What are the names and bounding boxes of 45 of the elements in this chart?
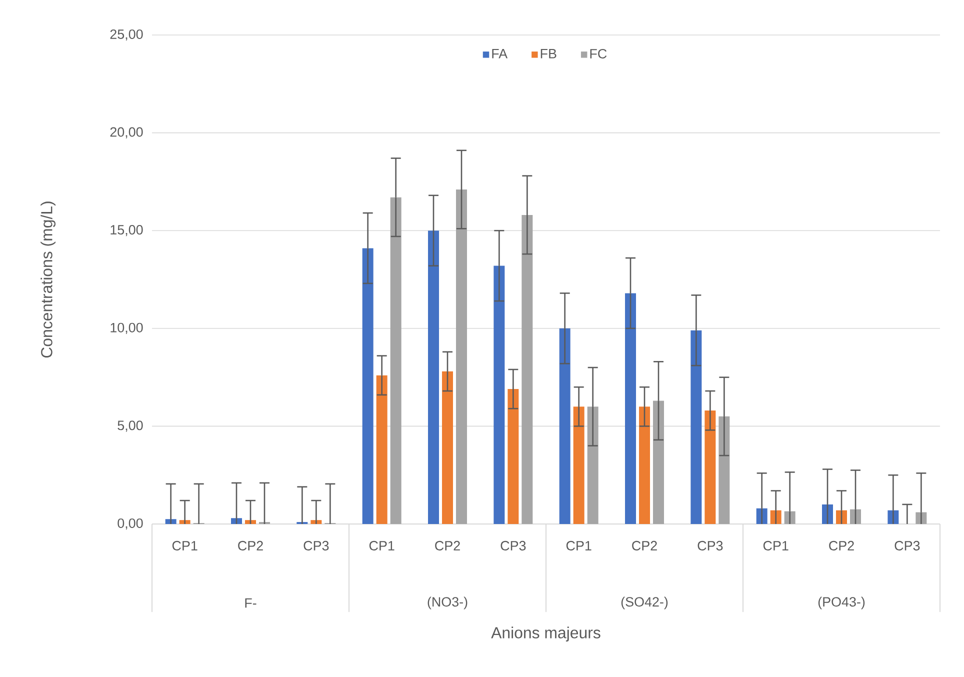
bar [522, 214, 533, 524]
x-tick-label: CP3 [304, 540, 329, 550]
legend-label: FC [590, 48, 607, 58]
bar [442, 371, 454, 524]
x-tick-label: CP2 [238, 540, 263, 550]
bar [653, 400, 664, 524]
x-tick-label: CP1 [369, 540, 394, 550]
text: (NO3-) [428, 596, 468, 610]
legend-label: FB [540, 49, 556, 58]
bar [494, 266, 505, 524]
x-tick-label: CP2 [829, 540, 854, 550]
bar [704, 410, 716, 524]
x-tick-label: CP1 [763, 540, 788, 550]
bar [559, 328, 570, 524]
text: F- [245, 598, 256, 608]
y-tick-label: 25,00 [110, 29, 143, 41]
bar [639, 406, 650, 524]
y-tick-label: 15,00 [110, 225, 143, 236]
legend-label: FA [492, 49, 508, 58]
bar [456, 190, 468, 524]
bar [390, 197, 402, 524]
x-axis-title: Anions majeurs [491, 626, 600, 642]
y-tick-label: 10,00 [110, 322, 143, 334]
x-tick-label: CP3 [894, 540, 920, 550]
bar [376, 375, 388, 524]
bar [625, 293, 636, 524]
x-tick-label: CP1 [172, 540, 198, 550]
y-tick-label: 20,00 [110, 127, 143, 138]
x-tick-label: CP2 [435, 540, 460, 550]
bar [428, 230, 440, 524]
y-tick-label: 0,00 [118, 518, 143, 530]
x-tick-label: CP3 [698, 540, 723, 550]
x-tick-label: CP1 [566, 540, 592, 550]
bar [362, 248, 374, 524]
bar [587, 406, 598, 524]
text: (SO42-) [621, 596, 668, 610]
y-tick-label: 5,00 [118, 420, 143, 432]
bar [718, 416, 730, 524]
x-tick-label: CP2 [632, 540, 657, 550]
bar [573, 406, 584, 524]
x-tick-label: CP3 [500, 540, 526, 550]
bar [508, 389, 519, 524]
y-axis-title: Concentrations (mg/L) [40, 202, 56, 358]
bar [690, 330, 702, 524]
text: (PO43-) [818, 596, 865, 610]
